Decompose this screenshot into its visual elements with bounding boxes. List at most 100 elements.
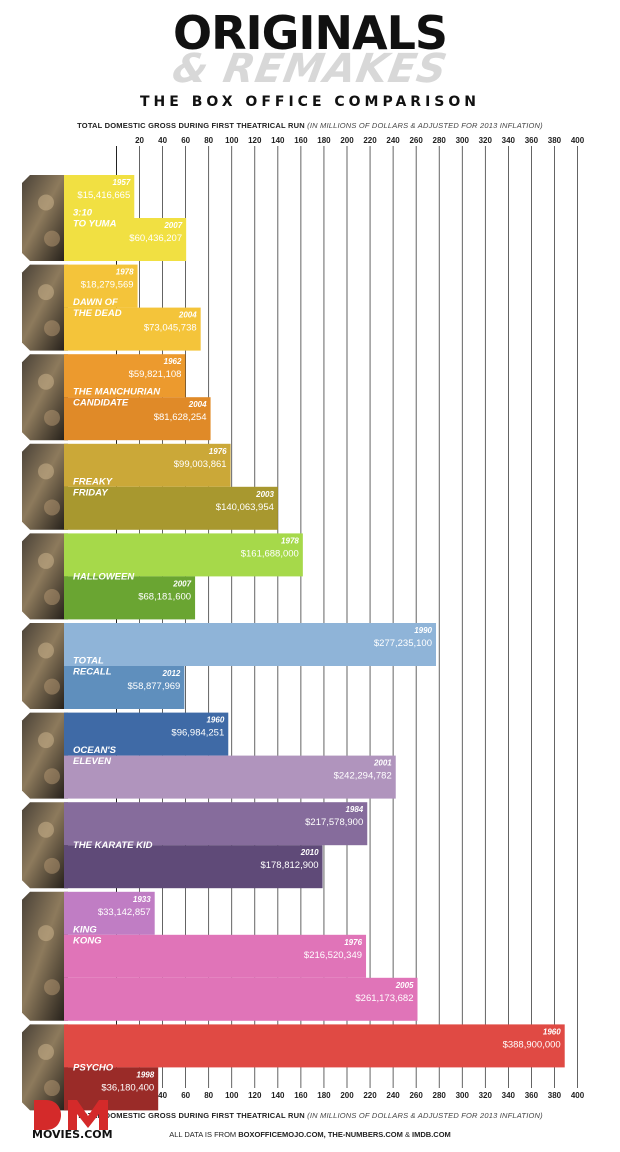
axis-caption-bottom-italic: (IN MILLIONS OF DOLLARS & ADJUSTED FOR 2… [307,1111,543,1120]
bar-1978 [64,533,303,577]
film-still [22,802,68,889]
x-tick-top-200: 200 [340,136,354,145]
x-tick-bottom-160: 160 [294,1091,308,1100]
bar-value-label: $388,900,000 [503,1039,561,1050]
film-title-label: RECALL [73,667,112,678]
x-tick-top-80: 80 [204,136,213,145]
bar-1933 [64,891,155,935]
bar-year-label: 2007 [163,221,182,230]
x-tick-bottom-80: 80 [204,1091,213,1100]
bar-value-label: $277,235,100 [374,638,432,649]
bar-value-label: $59,821,108 [129,369,182,380]
film-title-label: ELEVEN [73,756,112,767]
film-still [22,264,68,351]
x-tick-bottom-240: 240 [386,1091,400,1100]
x-tick-top-180: 180 [317,136,331,145]
bar-value-label: $99,003,861 [174,459,227,470]
bar-year-label: 2001 [373,759,392,768]
film-title-label: FREAKY [73,476,114,487]
x-tick-top-340: 340 [502,136,516,145]
x-tick-top-300: 300 [456,136,470,145]
bar-value-label: $33,142,857 [98,907,151,918]
bar-1976 [64,934,367,978]
face-shape [44,499,60,516]
film-title-label: HALLOWEEN [73,571,135,582]
bar-value-label: $178,812,900 [260,860,318,871]
face-shape [38,1043,54,1060]
film-still [22,533,68,620]
x-tick-bottom-60: 60 [181,1091,190,1100]
chart-title: ORIGINALS [172,6,448,60]
grid-lines [116,146,578,1088]
x-tick-bottom-360: 360 [525,1091,539,1100]
bar-year-label: 1960 [543,1027,561,1036]
film-title-label: THE DEAD [73,308,122,319]
face-shape [44,589,60,606]
bar-1960 [64,1024,565,1068]
bar-2012 [64,666,185,709]
x-axis-ticks-bottom: 2040608010012014016018020022024026028030… [135,1091,585,1100]
bar-year-label: 1976 [209,447,227,456]
film-title-label: DAWN OF [73,297,118,308]
film-title-label: CANDIDATE [73,398,129,409]
film-still [22,443,68,530]
x-tick-top-40: 40 [158,136,167,145]
bar-value-label: $18,279,569 [81,280,134,291]
bar-2007 [64,576,196,620]
x-tick-top-140: 140 [271,136,285,145]
bar-value-label: $58,877,969 [128,681,181,692]
x-tick-top-360: 360 [525,136,539,145]
bar-year-label: 1990 [414,626,432,635]
axis-caption-top-bold: TOTAL DOMESTIC GROSS DURING FIRST THEATR… [77,121,305,130]
bar-year-label: 1962 [164,357,182,366]
bar-value-label: $140,063,954 [216,502,274,513]
movies-logo-icon [34,1100,108,1130]
film-group: 1984 $217,578,900 2010 $178,812,900 THE KARA… [22,802,368,889]
x-tick-top-20: 20 [135,136,144,145]
x-tick-top-280: 280 [433,136,447,145]
x-tick-top-60: 60 [181,136,190,145]
film-title-label: KING [73,924,97,935]
film-title-label: OCEAN'S [73,745,117,756]
x-tick-top-380: 380 [548,136,562,145]
data-sources: ALL DATA IS FROM BOXOFFICEMOJO.COM, THE-… [0,1130,620,1139]
bar-year-label: 2003 [255,490,274,499]
x-tick-bottom-200: 200 [340,1091,354,1100]
bar-2005 [64,977,418,1021]
bar-year-label: 1978 [116,268,134,277]
face-shape [38,925,54,942]
bar-1976 [64,443,231,487]
x-tick-top-240: 240 [386,136,400,145]
bar-value-label: $73,045,738 [144,323,197,334]
sources-amp: & [404,1130,410,1139]
bar-1998 [64,1067,159,1111]
film-title-label: PSYCHO [73,1062,114,1073]
x-tick-bottom-380: 380 [548,1091,562,1100]
face-shape [38,642,54,659]
bar-year-label: 1933 [133,895,151,904]
x-tick-bottom-280: 280 [433,1091,447,1100]
film-group: 1978 $18,279,569 2004 $73,045,738 DAWN OFTHE… [22,264,201,351]
x-tick-bottom-400: 400 [571,1091,585,1100]
bar-1960 [64,712,229,756]
logo-text: MOVIES.COM [32,1128,113,1141]
x-tick-bottom-260: 260 [409,1091,423,1100]
film-group: 1960 $388,900,000 1998 $36,180,400 PSYCHO [22,1024,565,1111]
face-shape [44,230,60,247]
film-still [22,891,68,1021]
bar-2010 [64,845,323,889]
axis-caption-top: TOTAL DOMESTIC GROSS DURING FIRST THEATR… [0,121,620,130]
x-tick-bottom-320: 320 [479,1091,493,1100]
face-shape [38,284,54,301]
bar-year-label: 2012 [162,669,181,678]
bar-year-label: 2004 [188,400,207,409]
bar-2004 [64,307,201,351]
x-tick-bottom-40: 40 [158,1091,167,1100]
bar-1957 [64,175,135,218]
face-shape [38,821,54,838]
film-title-label: TOTAL [73,656,104,667]
face-shape [38,194,54,211]
film-still [22,354,68,441]
bar-year-label: 1960 [206,716,224,725]
